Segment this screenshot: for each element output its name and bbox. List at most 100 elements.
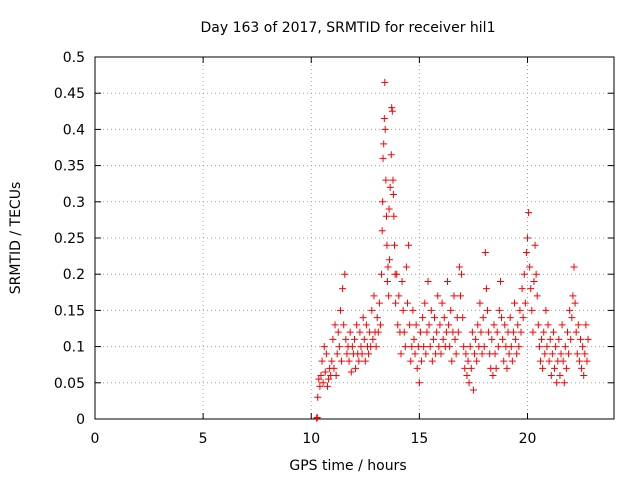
data-point <box>454 328 462 336</box>
data-point <box>389 176 397 184</box>
data-point <box>436 321 444 329</box>
data-point <box>568 314 576 322</box>
data-point <box>415 379 423 387</box>
data-point <box>378 227 386 235</box>
data-point <box>555 335 563 343</box>
y-axis-label: SRMTID / TECUs <box>8 182 24 295</box>
data-point <box>524 234 531 242</box>
data-point <box>540 328 548 336</box>
data-point <box>525 209 533 217</box>
data-point <box>452 350 460 358</box>
data-point <box>515 343 523 351</box>
data-point <box>558 321 566 329</box>
data-point <box>429 335 437 343</box>
data-point <box>334 328 342 336</box>
data-point <box>425 321 433 329</box>
data-point <box>408 343 416 351</box>
data-point <box>530 277 538 285</box>
data-point <box>448 357 456 365</box>
data-point <box>455 263 463 271</box>
data-point <box>465 379 473 387</box>
data-point <box>491 350 499 358</box>
x-tick-label: 10 <box>302 431 320 447</box>
data-point <box>541 350 549 358</box>
data-point <box>528 306 536 314</box>
data-point <box>352 364 360 372</box>
data-point <box>372 343 380 351</box>
data-point <box>314 393 322 401</box>
data-point <box>390 212 398 220</box>
data-point <box>492 364 500 372</box>
data-point <box>459 314 467 322</box>
data-point <box>411 350 419 358</box>
data-point <box>458 270 466 278</box>
data-point <box>362 321 370 329</box>
data-point <box>434 292 442 300</box>
y-tick-label: 0.1 <box>63 340 85 356</box>
y-tick-label: 0.3 <box>63 195 85 211</box>
data-point <box>516 306 524 314</box>
data-point <box>511 299 519 307</box>
data-point <box>435 343 443 351</box>
data-point <box>512 335 520 343</box>
data-point <box>443 277 451 285</box>
data-point <box>356 328 364 336</box>
data-point <box>389 191 397 199</box>
data-point <box>318 357 326 365</box>
data-point <box>463 372 471 380</box>
data-point <box>468 328 476 336</box>
data-point <box>426 343 434 351</box>
data-point <box>407 357 415 365</box>
data-point <box>316 382 324 390</box>
data-point <box>572 328 580 336</box>
data-point <box>410 335 418 343</box>
data-point <box>501 321 509 329</box>
data-point <box>439 335 447 343</box>
data-point <box>489 372 497 380</box>
data-point <box>317 372 325 380</box>
data-point <box>379 154 387 162</box>
data-point <box>424 277 432 285</box>
y-tick-label: 0.2 <box>63 267 85 283</box>
data-point <box>542 306 550 314</box>
data-point <box>412 321 420 329</box>
data-point <box>493 328 501 336</box>
data-point <box>446 343 454 351</box>
x-tick-label: 20 <box>519 431 537 447</box>
data-point <box>416 328 424 336</box>
data-point <box>576 335 584 343</box>
plot-frame <box>94 56 615 420</box>
data-point <box>574 321 582 329</box>
data-point <box>361 357 369 365</box>
data-point <box>338 357 346 365</box>
data-point <box>438 299 446 307</box>
data-point <box>445 321 453 329</box>
data-point <box>340 321 348 329</box>
data-point <box>466 343 474 351</box>
data-point <box>567 335 575 343</box>
data-point <box>431 314 439 322</box>
data-point <box>409 306 417 314</box>
data-point <box>505 350 513 358</box>
data-point <box>480 343 488 351</box>
data-point <box>402 263 410 271</box>
data-point <box>381 125 389 133</box>
data-point <box>473 357 481 365</box>
x-axis-label: GPS time / hours <box>289 458 406 474</box>
data-point <box>330 364 338 372</box>
data-point <box>557 350 565 358</box>
data-point <box>413 364 421 372</box>
data-point <box>388 104 396 112</box>
data-point <box>532 270 540 278</box>
data-point <box>447 306 455 314</box>
data-point <box>570 263 578 271</box>
data-point <box>521 299 529 307</box>
data-point <box>420 343 428 351</box>
data-point <box>388 107 396 115</box>
y-tick-labels: 0 0.05 0.1 0.15 0.2 0.25 0.3 0.35 0.4 0.45 0.5 <box>54 50 85 428</box>
data-point <box>336 306 344 314</box>
data-point <box>342 335 350 343</box>
data-point <box>482 285 490 293</box>
data-point <box>345 357 353 365</box>
